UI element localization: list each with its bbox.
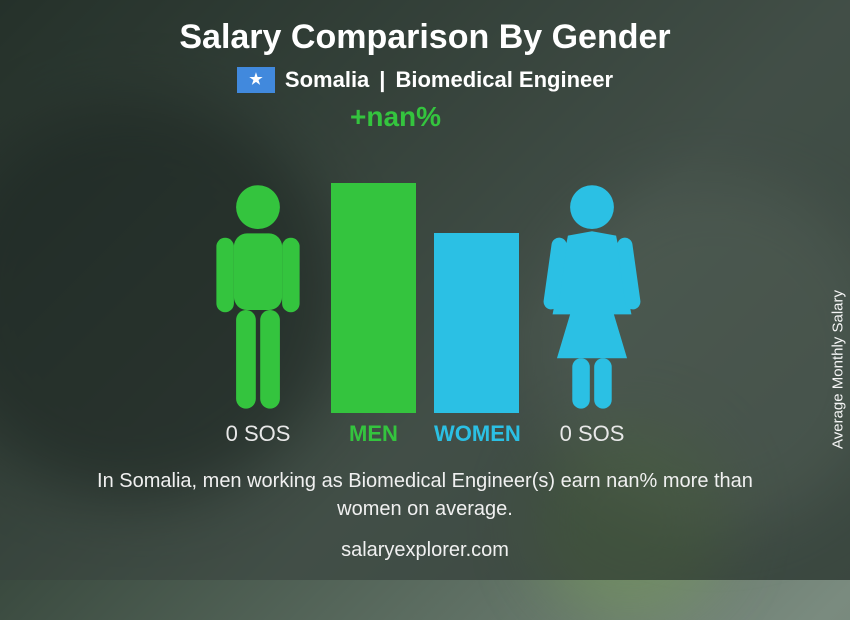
women-figure: [537, 183, 647, 413]
men-salary-label: 0 SOS: [203, 421, 313, 447]
separator: |: [379, 67, 385, 93]
women-category-label: WOMEN: [434, 421, 519, 447]
y-axis-label: Average Monthly Salary: [830, 290, 847, 449]
country-label: Somalia: [285, 67, 369, 93]
description-text: In Somalia, men working as Biomedical En…: [65, 467, 785, 523]
men-bar: [331, 183, 416, 413]
footer-source: salaryexplorer.com: [341, 539, 509, 562]
men-bar-rect: [331, 183, 416, 413]
man-icon: [203, 183, 313, 413]
subtitle: ★ Somalia | Biomedical Engineer: [237, 67, 613, 93]
flag-star-icon: ★: [249, 72, 262, 87]
men-category-label: MEN: [331, 421, 416, 447]
infographic-root: Salary Comparison By Gender ★ Somalia | …: [0, 0, 850, 580]
women-salary-label: 0 SOS: [537, 421, 647, 447]
page-title: Salary Comparison By Gender: [179, 18, 670, 57]
percent-diff-label: +nan%: [350, 101, 441, 133]
women-bar: [434, 233, 519, 413]
chart-labels: 0 SOS MEN WOMEN 0 SOS: [115, 421, 735, 447]
men-figure: [203, 183, 313, 413]
woman-icon: [537, 183, 647, 413]
chart: +nan%: [115, 123, 735, 413]
job-label: Biomedical Engineer: [395, 67, 613, 93]
flag-icon: ★: [237, 67, 275, 93]
women-bar-rect: [434, 233, 519, 413]
